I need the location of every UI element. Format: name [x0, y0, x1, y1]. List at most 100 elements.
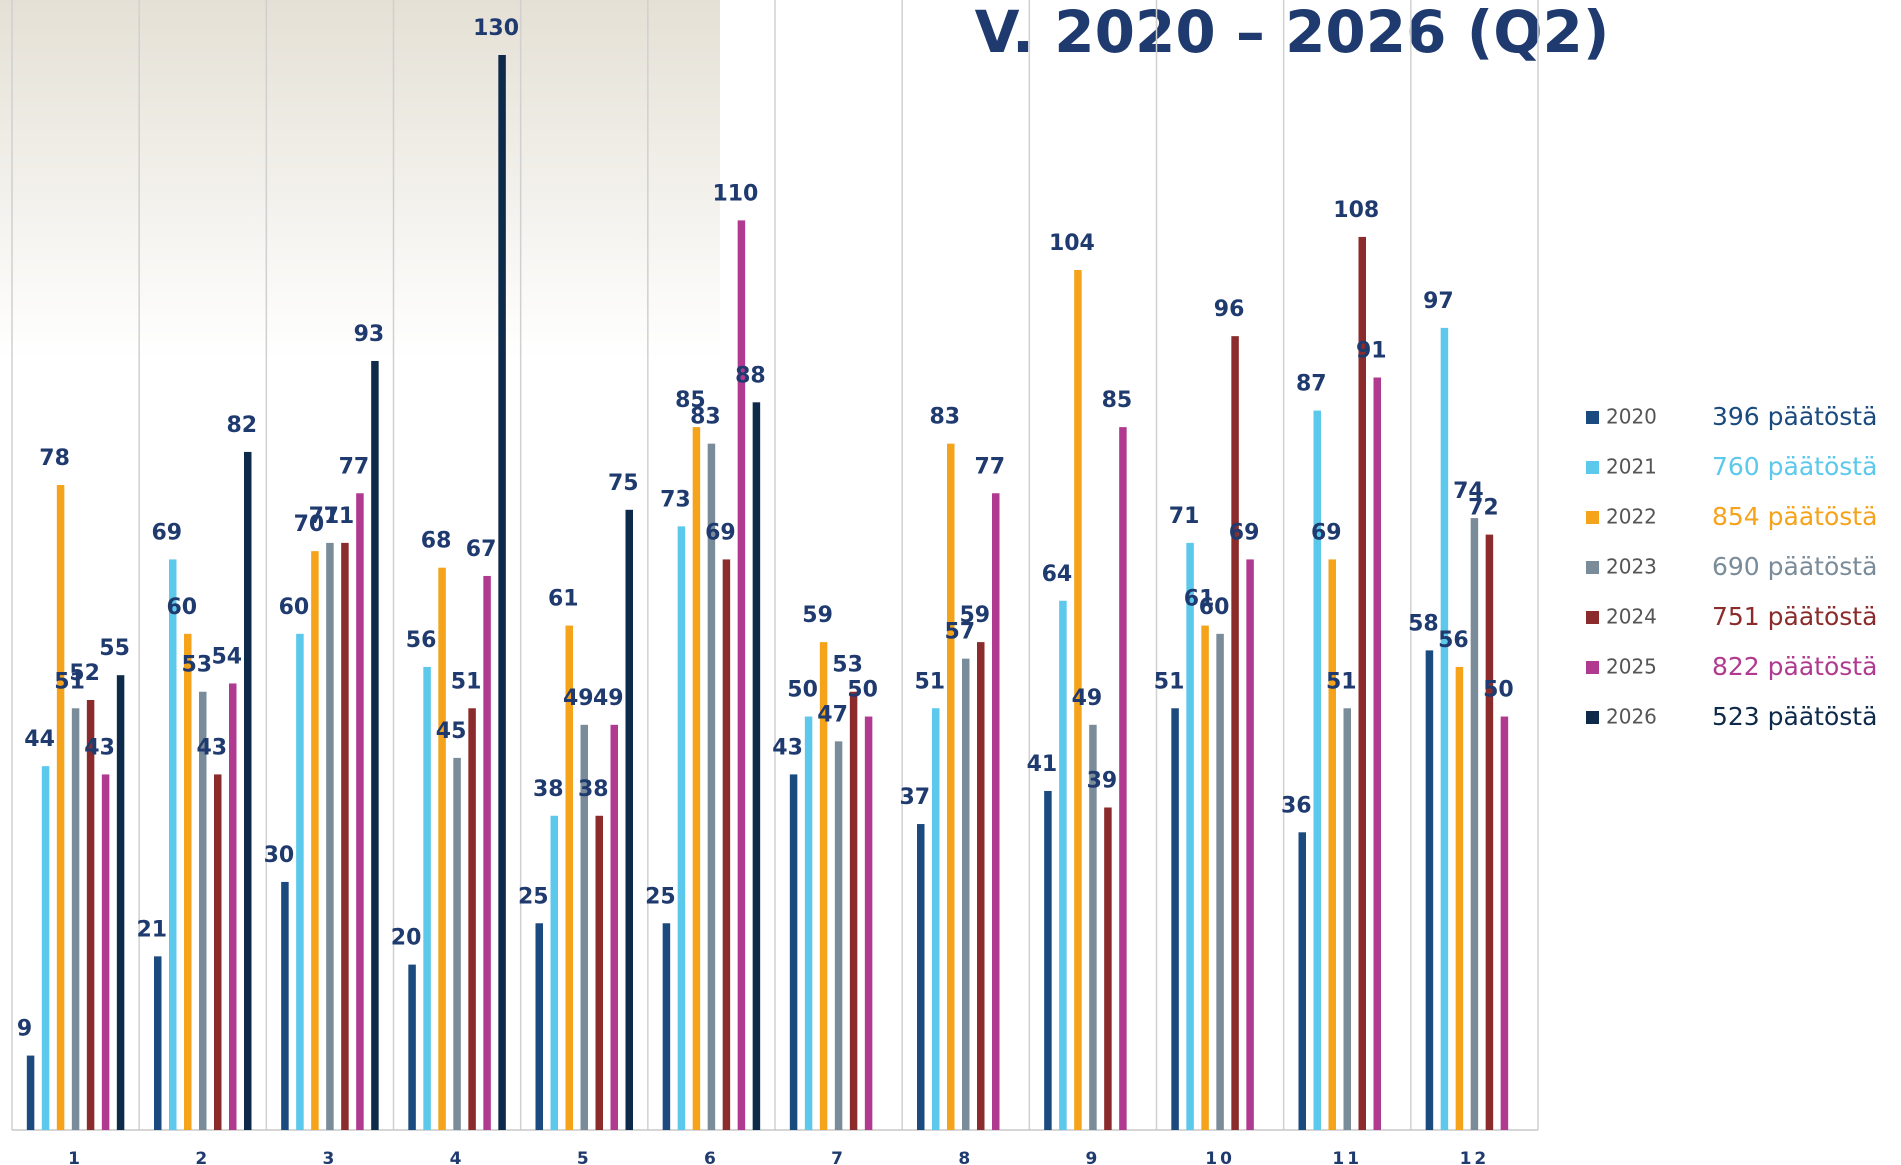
x-tick-label: 8 [958, 1149, 973, 1165]
data-label: 56 [1438, 628, 1469, 653]
bar [229, 683, 237, 1130]
x-tick-label: 4 [450, 1149, 465, 1165]
data-label: 85 [1102, 388, 1133, 413]
bar [723, 559, 731, 1130]
bar [438, 568, 446, 1130]
bar [947, 444, 955, 1130]
bar [536, 923, 544, 1130]
bar [244, 452, 252, 1130]
chart-title: V. 2020 – 2026 (Q2) [975, 0, 1610, 66]
bar [992, 493, 1000, 1130]
data-label: 59 [802, 603, 833, 628]
data-label: 96 [1214, 297, 1245, 322]
bar [87, 700, 95, 1130]
bar [596, 816, 604, 1130]
data-label: 21 [136, 917, 167, 942]
x-tick-label: 7 [831, 1149, 846, 1165]
data-label: 30 [264, 843, 295, 868]
x-tick-label: 5 [577, 1149, 592, 1165]
data-label: 91 [1356, 339, 1387, 364]
bar [708, 444, 716, 1130]
data-label: 68 [421, 529, 452, 554]
data-label: 50 [787, 678, 818, 703]
bar [917, 824, 925, 1130]
bar [790, 774, 798, 1130]
legend-total: 854 päätöstä [1712, 502, 1877, 531]
data-label: 36 [1281, 793, 1312, 818]
bar [102, 774, 110, 1130]
bar [326, 543, 334, 1130]
data-label: 56 [406, 628, 437, 653]
bar [932, 708, 940, 1130]
data-label: 43 [196, 735, 227, 760]
bar [341, 543, 349, 1130]
bar [154, 956, 162, 1130]
legend-label: 2020 [1606, 405, 1657, 429]
data-label: 75 [608, 471, 639, 496]
bar [117, 675, 125, 1130]
bar [1486, 535, 1494, 1130]
bar [1314, 411, 1322, 1130]
data-label: 51 [1326, 669, 1357, 694]
bar [693, 427, 701, 1130]
data-label: 39 [1087, 769, 1118, 794]
data-label: 9 [17, 1017, 32, 1042]
data-label: 77 [339, 454, 370, 479]
legend-swatch [1586, 411, 1599, 424]
bar [1171, 708, 1179, 1130]
data-label: 78 [39, 446, 70, 471]
data-label: 49 [1072, 686, 1103, 711]
bar [1501, 717, 1509, 1130]
bar [678, 526, 686, 1130]
data-label: 25 [645, 884, 676, 909]
data-label: 50 [1483, 678, 1514, 703]
bar [72, 708, 80, 1130]
data-label: 25 [518, 884, 549, 909]
bar [1186, 543, 1194, 1130]
legend-swatch [1586, 661, 1599, 674]
data-label: 50 [847, 678, 878, 703]
bar [453, 758, 461, 1130]
bar [1201, 626, 1209, 1130]
data-label: 37 [899, 785, 930, 810]
data-label: 110 [712, 181, 758, 206]
x-tick-label: 10 [1205, 1149, 1235, 1165]
data-label: 73 [660, 487, 691, 512]
bar [311, 551, 319, 1130]
data-label: 59 [959, 603, 990, 628]
bar [281, 882, 289, 1130]
bar [1104, 808, 1112, 1131]
data-label: 60 [1199, 595, 1230, 620]
x-tick-label: 1 [68, 1149, 83, 1165]
data-label: 44 [24, 727, 55, 752]
legend-swatch [1586, 511, 1599, 524]
data-label: 93 [354, 322, 385, 347]
bar [1426, 650, 1434, 1130]
bar [1344, 708, 1352, 1130]
x-tick-label: 6 [704, 1149, 719, 1165]
data-label: 69 [705, 520, 736, 545]
data-label: 108 [1333, 198, 1379, 223]
bar [408, 965, 416, 1130]
background-photo [0, 0, 720, 360]
data-label: 104 [1049, 231, 1095, 256]
data-label: 38 [533, 777, 564, 802]
bar [468, 708, 476, 1130]
bar [611, 725, 619, 1130]
data-label: 88 [735, 363, 766, 388]
data-label: 72 [1468, 496, 1499, 521]
bar [753, 402, 761, 1130]
data-label: 83 [690, 405, 721, 430]
legend-total: 751 päätöstä [1712, 602, 1877, 631]
x-tick-label: 9 [1085, 1149, 1100, 1165]
data-label: 41 [1027, 752, 1058, 777]
data-label: 71 [324, 504, 355, 529]
data-label: 87 [1296, 372, 1327, 397]
data-label: 51 [914, 669, 945, 694]
data-label: 58 [1408, 611, 1439, 636]
data-label: 82 [226, 413, 257, 438]
bar [498, 55, 506, 1130]
data-label: 64 [1042, 562, 1073, 587]
bar [805, 717, 813, 1130]
bar [835, 741, 843, 1130]
